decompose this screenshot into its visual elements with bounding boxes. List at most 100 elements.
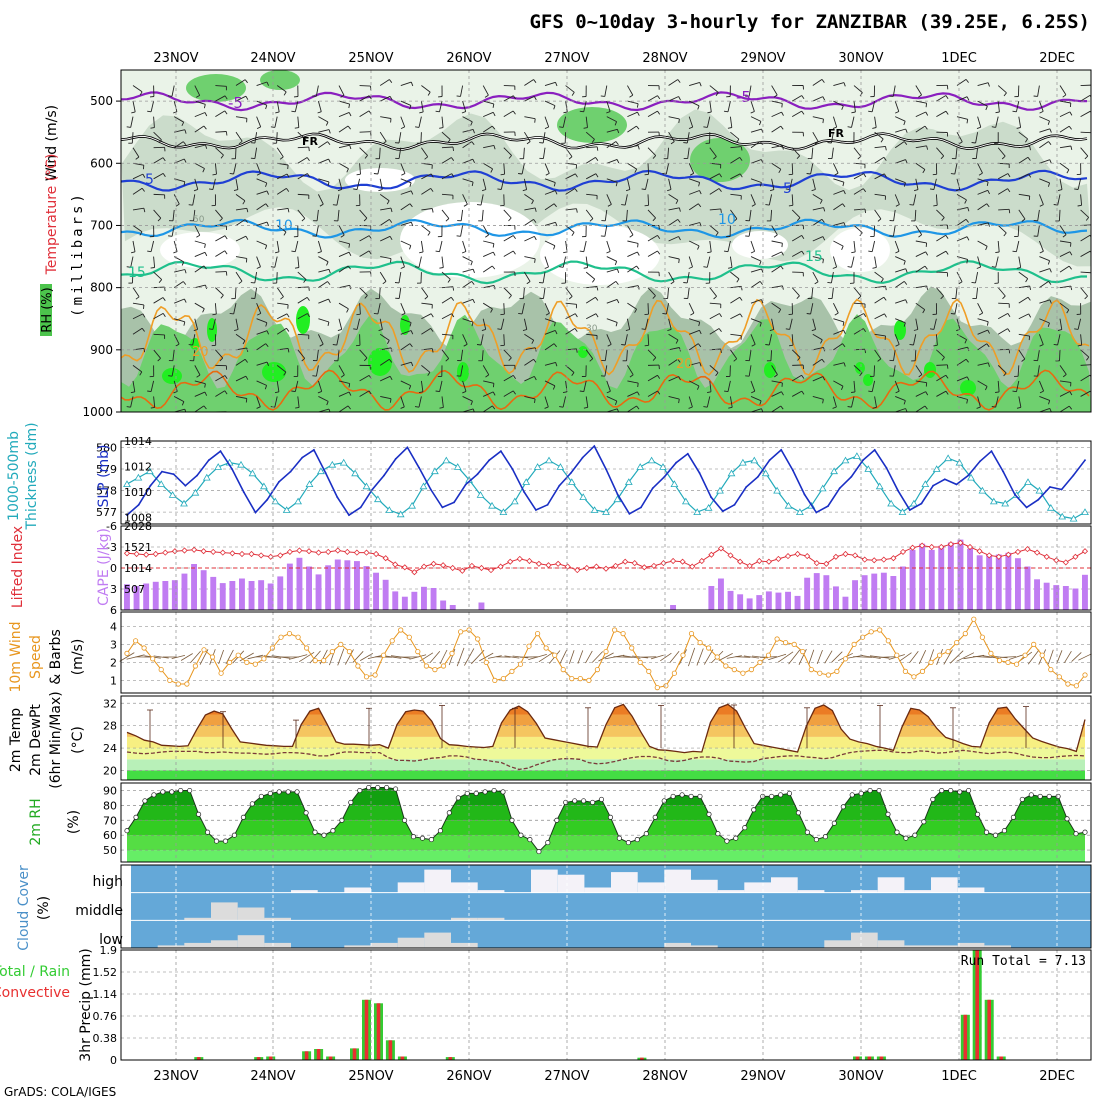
rh-bands: [127, 787, 1085, 862]
rh-point: [688, 793, 694, 799]
thickness-point: [419, 482, 428, 490]
wind-barb: [483, 284, 495, 289]
wind-barb: [562, 396, 567, 408]
wind-barb: [483, 144, 494, 149]
wind-barb-flag: [739, 297, 743, 301]
wind-barb: [315, 365, 319, 377]
wind-barb-flag: [265, 343, 269, 347]
wind-barb: [336, 334, 340, 346]
cloud-fill-low: [904, 945, 931, 948]
cape-bar: [995, 554, 1002, 610]
wind-barb: [256, 411, 257, 412]
wind-barb-flag: [918, 234, 922, 238]
wind-barb: [997, 287, 1006, 297]
rh-panel: [121, 784, 1091, 862]
wind-speed-point: [423, 663, 429, 669]
rh-point: [921, 819, 927, 825]
wind-barb: [1059, 162, 1070, 171]
thickness-point: [145, 467, 154, 475]
wind-barb-flag: [418, 391, 423, 394]
rh-point: [786, 790, 793, 796]
wind-barb: [831, 287, 834, 299]
li-point: [219, 549, 226, 556]
wind-barb-flag: [387, 340, 390, 345]
wind-barb: [1018, 131, 1028, 140]
wind-barb: [689, 362, 700, 366]
wind-barb: [215, 147, 224, 156]
wind-barb-flag: [181, 261, 185, 266]
wind-barb: [1015, 240, 1020, 252]
wind-barb: [235, 207, 247, 211]
slp-point: [605, 468, 607, 470]
wind-barb: [915, 265, 926, 273]
wind-barb: [132, 313, 144, 320]
wind-barb: [503, 334, 505, 346]
wind-barb: [215, 390, 226, 397]
wind-barb: [297, 193, 309, 196]
wind-barb-flag: [1049, 268, 1052, 273]
wind-barb: [1039, 281, 1049, 289]
wind-barb-flag: [796, 155, 801, 160]
wind-barb: [1058, 209, 1061, 221]
wind-barb: [997, 173, 1009, 180]
slp-point: [698, 472, 701, 474]
wind-barb-flag: [625, 329, 630, 332]
thickness-point: [693, 508, 702, 515]
wind-barb: [1018, 173, 1029, 180]
upper-wind-barbs: [126, 79, 1091, 423]
thickness-point: [499, 508, 508, 515]
wind-barb: [688, 302, 695, 314]
li-point: [641, 564, 648, 571]
thickness-point: [704, 504, 713, 511]
wind-barb-flag: [553, 343, 557, 348]
wind-speed-point: [432, 666, 438, 673]
wind-barb: [585, 313, 597, 320]
wind-barb-flag: [409, 343, 413, 348]
wind-barb: [832, 116, 838, 128]
surface-wind-barb: [180, 653, 193, 661]
rh-saturated: [262, 362, 286, 382]
thickness-point: [282, 506, 291, 513]
slp-point: [149, 484, 152, 487]
wind-barb-flag: [347, 125, 351, 130]
run-total: Run Total = 7.13: [961, 954, 1086, 969]
cape-bar: [219, 583, 226, 610]
wind-barb-flag: [451, 173, 455, 178]
wind-barb: [1080, 131, 1091, 134]
wind-barb: [730, 333, 742, 337]
wind-barb: [1038, 194, 1044, 205]
wind-barb: [915, 162, 926, 170]
wind-barb: [748, 85, 752, 97]
rh-point: [518, 832, 524, 838]
wind-barb: [1018, 411, 1020, 412]
wind-barb-flag: [364, 295, 368, 299]
wind-barb-flag: [857, 295, 862, 300]
wind-barb-flag: [688, 406, 693, 409]
rh-tick-label: 80: [103, 799, 117, 812]
wind-barb: [194, 125, 205, 133]
wind-barb: [544, 361, 556, 366]
wind-barb-flag: [471, 281, 475, 285]
li-point: [919, 542, 926, 549]
wind-barb: [789, 318, 793, 330]
date-label-top: 1DEC: [941, 51, 977, 66]
cape-bar: [737, 594, 744, 610]
wind-barb-flag: [139, 91, 143, 96]
wind-barb-flag: [286, 328, 290, 332]
wind-barb-flag: [698, 321, 701, 327]
wind-barb: [235, 79, 246, 86]
li-point: [267, 553, 274, 560]
wind-speed-point: [740, 670, 746, 676]
isotherm-label-10b: 10: [718, 212, 736, 228]
wind-barb-flag: [196, 234, 201, 238]
wind-barb: [955, 287, 958, 299]
wind-barb: [956, 218, 967, 226]
thickness-point: [442, 456, 451, 464]
wind-barb: [318, 141, 328, 149]
date-labels-top: 23NOV 24NOV 25NOV 26NOV 27NOV 28NOV 29NOV 30NOV…: [153, 51, 1074, 66]
wind-barb-flag: [162, 157, 166, 162]
wind-speed-point: [697, 639, 703, 646]
wind-barb: [215, 110, 226, 118]
wind-barb-flag: [383, 421, 386, 423]
wind-barb: [871, 380, 876, 392]
